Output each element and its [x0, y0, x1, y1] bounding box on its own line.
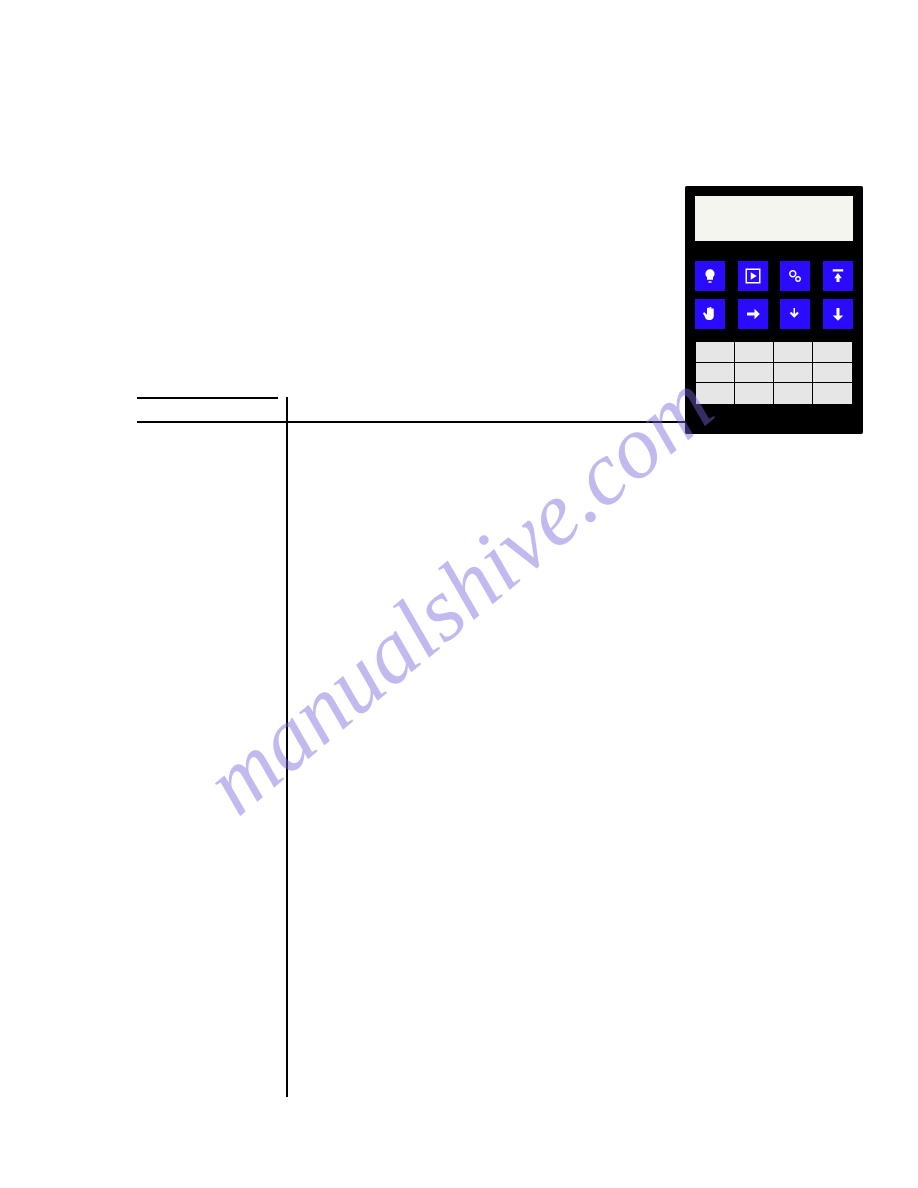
bulb-button[interactable]	[695, 261, 725, 291]
button-row-1	[695, 261, 853, 291]
arrow-right-button[interactable]	[738, 299, 768, 329]
hand-button[interactable]	[695, 299, 725, 329]
play-icon	[744, 267, 762, 285]
watermark-text: manualshive.com	[186, 353, 733, 835]
button-row-2	[695, 299, 853, 329]
gears-icon	[786, 267, 804, 285]
up-stop-icon	[829, 267, 847, 285]
bulb-icon	[701, 267, 719, 285]
up-stop-button[interactable]	[823, 261, 853, 291]
hand-down-button[interactable]	[780, 299, 810, 329]
arrow-down-icon	[829, 305, 847, 323]
play-button[interactable]	[738, 261, 768, 291]
label-grid	[695, 341, 853, 405]
lcd-display	[695, 196, 853, 241]
hand-down-icon	[786, 305, 804, 323]
table-vertical-divider	[286, 397, 288, 1097]
keypad-device	[685, 186, 863, 434]
table-header-line-long	[137, 421, 772, 423]
arrow-right-icon	[744, 305, 762, 323]
gears-button[interactable]	[780, 261, 810, 291]
arrow-down-button[interactable]	[823, 299, 853, 329]
table-header-line-short	[137, 397, 278, 399]
hand-icon	[701, 305, 719, 323]
